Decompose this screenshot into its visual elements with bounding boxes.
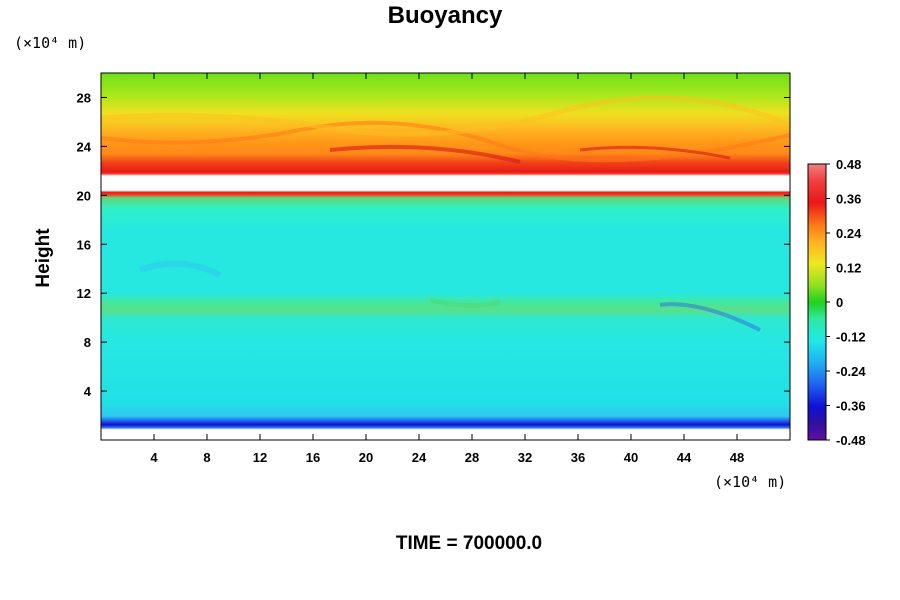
x-tick-label: 32 — [518, 450, 532, 465]
y-tick-label: 16 — [77, 237, 91, 252]
x-tick-label: 44 — [677, 450, 692, 465]
y-tick-label: 8 — [84, 335, 91, 350]
x-tick-label: 16 — [306, 450, 320, 465]
time-label: TIME = 700000.0 — [396, 533, 542, 554]
y-tick-label: 12 — [77, 286, 91, 301]
y-tick-label: 20 — [77, 188, 91, 203]
colorbar-tick-label: -0.36 — [836, 399, 866, 414]
y-tick-label: 4 — [84, 384, 92, 399]
x-axis-unit: (×10⁴ m) — [714, 473, 786, 491]
x-tick-label: 24 — [412, 450, 427, 465]
y-axis-label: Height — [33, 228, 54, 288]
colorbar-tick-label: 0 — [836, 295, 843, 310]
x-tick-label: 4 — [150, 450, 158, 465]
plot-frame — [100, 72, 791, 441]
colorbar-tick-label: -0.24 — [836, 364, 866, 379]
x-tick-label: 12 — [253, 450, 267, 465]
x-tick-label: 36 — [571, 450, 585, 465]
colorbar-ticks: 0.48 0.36 0.24 0.12 0 -0.12 -0.24 -0.36 -0.48 — [826, 157, 866, 448]
colorbar-tick-label: 0.48 — [836, 157, 861, 172]
colorbar: 0.48 0.36 0.24 0.12 0 -0.12 -0.24 -0.36 -0.48 — [807, 157, 866, 448]
colorbar-tick-label: -0.48 — [836, 433, 866, 448]
x-tick-label: 48 — [730, 450, 744, 465]
y-tick-label: 28 — [77, 90, 91, 105]
colorbar-tick-label: -0.12 — [836, 330, 866, 345]
y-axis-ticks: 4 8 12 16 20 24 28 — [77, 90, 790, 399]
x-axis-ticks: 4 8 12 16 20 24 28 32 36 40 44 48 — [150, 73, 744, 465]
colorbar-tick-label: 0.12 — [836, 261, 861, 276]
x-tick-label: 20 — [359, 450, 373, 465]
colorbar-tick-label: 0.24 — [836, 226, 862, 241]
y-axis-unit: (×10⁴ m) — [14, 34, 86, 52]
x-tick-label: 28 — [465, 450, 479, 465]
x-tick-label: 8 — [203, 450, 210, 465]
y-tick-label: 24 — [77, 139, 92, 154]
x-tick-label: 40 — [624, 450, 638, 465]
field-texture — [101, 95, 790, 332]
colorbar-scale — [807, 163, 827, 441]
colorbar-tick-label: 0.36 — [836, 192, 861, 207]
chart-title: Buoyancy — [388, 2, 503, 29]
